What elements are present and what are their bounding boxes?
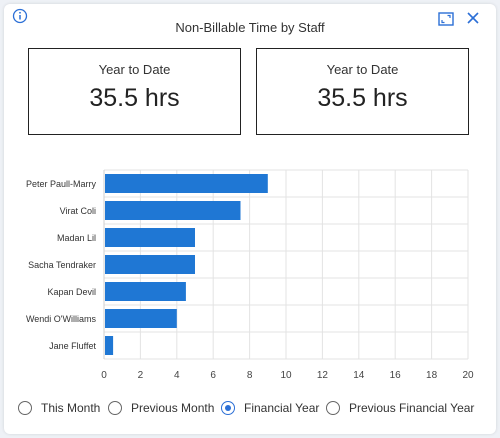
x-tick-label: 0 [101, 370, 107, 381]
category-label: Wendi O'Williams [26, 314, 97, 324]
radio-label: Previous Month [131, 401, 215, 415]
bar [105, 174, 268, 193]
x-tick-label: 6 [210, 370, 216, 381]
kpi-box-ytd-1: Year to Date 35.5 hrs [28, 48, 241, 135]
category-label: Kapan Devil [47, 287, 96, 297]
x-tick-label: 4 [174, 370, 180, 381]
radio-button[interactable] [18, 401, 32, 415]
x-tick-label: 12 [317, 370, 329, 381]
radio-button[interactable] [108, 401, 122, 415]
x-tick-label: 8 [247, 370, 253, 381]
bar [105, 336, 114, 355]
bar [105, 309, 177, 328]
radio-label: Previous Financial Year [349, 401, 475, 415]
kpi-label: Year to Date [326, 62, 399, 77]
kpi-label: Year to Date [98, 62, 171, 77]
radio-button[interactable] [326, 401, 340, 415]
category-label: Peter Paull-Marry [26, 179, 97, 189]
category-label: Madan Lil [57, 233, 96, 243]
x-tick-label: 14 [353, 370, 365, 381]
kpi-value: 35.5 hrs [89, 84, 180, 112]
radio-label: This Month [41, 401, 101, 415]
bar [105, 282, 186, 301]
x-tick-label: 2 [138, 370, 144, 381]
category-label: Sacha Tendraker [28, 260, 96, 270]
x-tick-label: 20 [462, 370, 474, 381]
category-label: Jane Fluffet [49, 341, 96, 351]
bar [105, 228, 195, 247]
expand-icon[interactable] [438, 11, 454, 27]
info-icon[interactable] [12, 8, 28, 24]
close-icon[interactable] [466, 11, 480, 25]
kpi-value: 35.5 hrs [317, 84, 408, 112]
category-label: Virat Coli [60, 206, 96, 216]
radio-button[interactable] [221, 401, 235, 415]
bar [105, 201, 241, 220]
kpi-box-ytd-2: Year to Date 35.5 hrs [256, 48, 469, 135]
widget-title: Non-Billable Time by Staff [175, 20, 325, 35]
x-tick-label: 10 [280, 370, 292, 381]
x-tick-label: 18 [426, 370, 438, 381]
x-tick-label: 16 [390, 370, 402, 381]
bar [105, 255, 195, 274]
radio-label: Financial Year [244, 401, 320, 415]
